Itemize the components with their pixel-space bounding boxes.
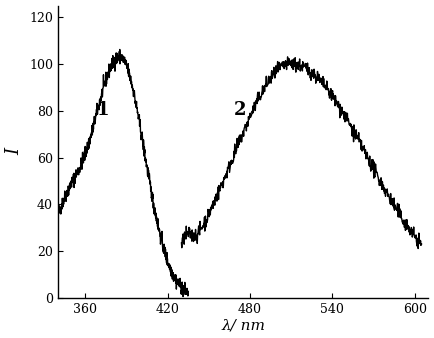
Y-axis label: I: I (6, 148, 23, 155)
Text: 1: 1 (96, 101, 109, 119)
Text: 2: 2 (233, 101, 246, 119)
X-axis label: λ/ nm: λ/ nm (221, 318, 265, 333)
